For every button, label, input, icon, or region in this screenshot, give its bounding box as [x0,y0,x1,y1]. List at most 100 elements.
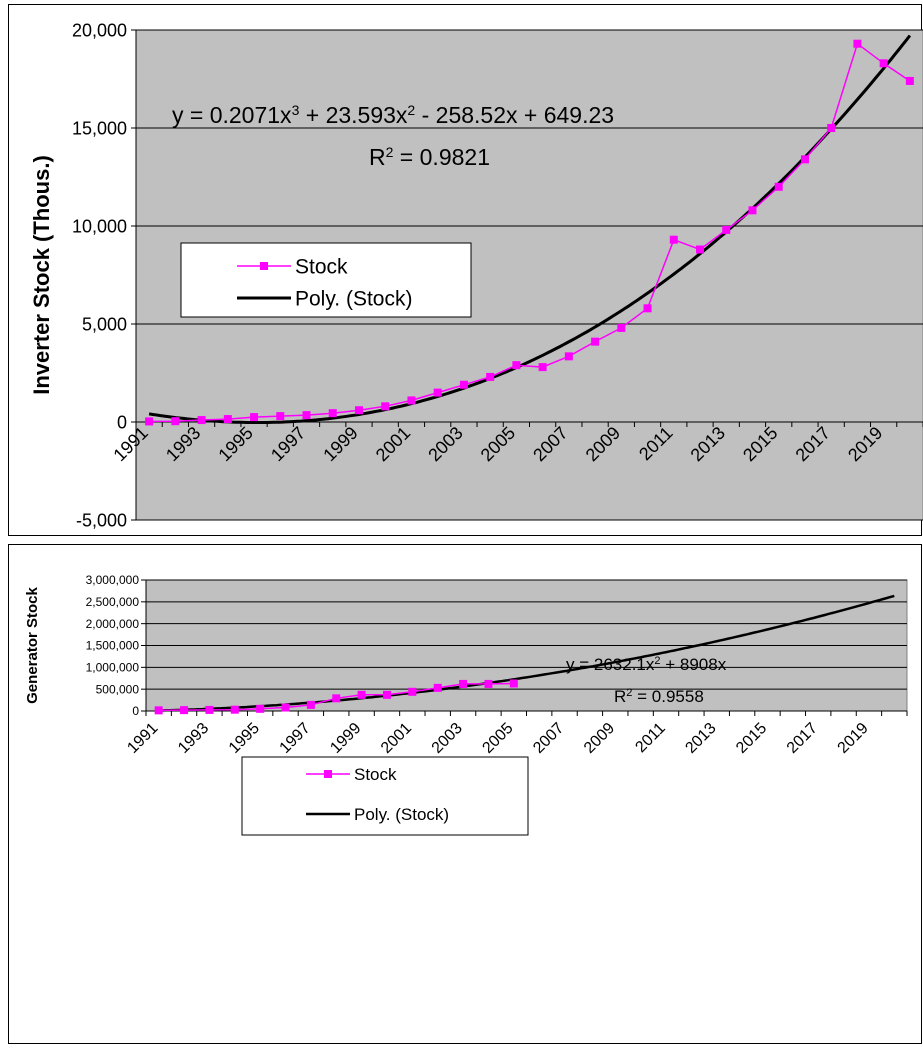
stock-data-point [617,323,626,332]
legend-poly-label: Poly. (Stock) [295,288,412,311]
legend-stock-marker [324,770,332,778]
stock-data-point [197,416,206,425]
stock-data-point [512,361,521,370]
x-tick-label: 1995 [226,720,263,757]
r-squared-part: = 0.9558 [632,687,703,706]
x-tick-label: 2007 [530,720,567,757]
stock-data-point [223,415,232,424]
stock-data-point [643,304,652,313]
stock-data-point [509,679,518,688]
stock-data-point [905,76,914,85]
equation-exponent: 2 [407,102,415,118]
y-tick-label: 0 [117,412,127,432]
legend-stock-label: Stock [295,256,348,279]
x-tick-label: 1999 [327,720,364,757]
stock-data-point [381,402,390,411]
y-tick-label: 20,000 [72,20,127,40]
x-tick-label: 2005 [479,720,516,757]
stock-data-point [459,679,468,688]
stock-data-point [669,235,678,244]
r-squared-label: R2 = 0.9558 [614,687,704,706]
y-tick-label: 15,000 [72,118,127,138]
equation-exponent: 3 [292,102,300,118]
stock-data-point [230,705,239,714]
r-squared-exponent: 2 [386,144,394,160]
y-tick-label: 2,000,000 [86,617,140,631]
r-squared-part: R [369,144,386,170]
stock-data-point [250,413,259,422]
stock-data-point [408,687,417,696]
equation-part: y = 0.2071x [172,102,292,128]
equation-exponent: 2 [654,655,660,667]
x-tick-label: 2009 [581,720,618,757]
x-tick-label: 1997 [277,720,314,757]
y-axis-label: Generator Stock [24,586,41,703]
stock-data-point [538,363,547,372]
legend-stock-label: Stock [354,765,397,784]
y-tick-label: 3,000,000 [86,573,140,587]
stock-data-point [722,225,731,234]
stock-data-point [827,124,836,132]
stock-data-point [564,352,573,361]
legend-box [241,756,529,836]
legend-poly-label: Poly. (Stock) [354,805,449,824]
y-tick-label: 1,000,000 [86,661,140,675]
x-tick-label: 2019 [835,720,872,757]
trendline-poly-stock [148,34,912,424]
equation-part: y = 2632.1x [566,655,655,674]
r-squared-part: = 0.9821 [393,144,490,170]
stock-data-point [180,706,189,715]
legend-box [180,242,472,318]
stock-data-point [774,182,783,191]
x-tick-label: 1991 [124,720,161,757]
stock-data-point [459,380,468,389]
stock-data-point [302,411,311,420]
stock-data-point [486,372,495,381]
y-tick-label: 10,000 [72,216,127,236]
x-tick-label: 2003 [429,720,466,757]
legend-stock-marker [260,262,268,270]
equation-part: - 258.52x + 649.23 [415,102,614,128]
y-tick-label: 5,000 [82,314,127,334]
y-tick-label: 0 [132,704,139,718]
stock-data-point [256,704,265,713]
stock-data-point [332,694,341,703]
stock-data-point [879,59,888,68]
stock-data-point [407,396,416,405]
x-tick-label: 2001 [378,720,415,757]
stock-data-point [800,155,809,164]
y-tick-label: -5,000 [76,510,127,530]
x-tick-label: 2013 [682,720,719,757]
stock-data-point [433,683,442,692]
stock-series-line [149,42,911,423]
y-tick-label: 1,500,000 [86,639,140,653]
stock-data-point [276,412,285,421]
trendline-poly-stock [158,594,895,712]
stock-data-point [154,706,163,715]
stock-data-point [328,409,337,418]
x-tick-label: 2015 [733,720,770,757]
stock-data-point [145,417,154,426]
y-axis-label: Inverter Stock (Thous.) [29,155,54,395]
stock-data-point [205,705,214,714]
x-tick-label: 2011 [632,720,668,756]
equation-part: + 23.593x [299,102,408,128]
stock-data-point [357,690,366,699]
stock-data-point [696,245,705,254]
stock-data-point [484,679,493,688]
r-squared-label: R2 = 0.9821 [369,144,490,170]
stock-data-point [281,703,290,712]
inverter-chart-frame: -5,000 0 5,000 10,000 15,000 20,000 1991 1993 19… [8,4,923,536]
equation-part: + 8908x [661,655,727,674]
stock-data-point [382,690,391,699]
stock-data-point [354,406,363,415]
r-squared-part: R [614,687,626,706]
stock-data-point [433,388,442,397]
x-tick-label: 2017 [784,720,821,757]
x-tick-label: 1993 [175,720,212,757]
trendline-equation: y = 0.2071x3 + 23.593x2 - 258.52x + 649.… [172,102,614,128]
generator-chart: 0 500,000 1,000,000 1,500,000 2,000,000 2,500… [24,573,908,836]
generator-chart-frame: 0 500,000 1,000,000 1,500,000 2,000,000 2,500… [8,544,922,1044]
stock-data-point [853,39,862,48]
